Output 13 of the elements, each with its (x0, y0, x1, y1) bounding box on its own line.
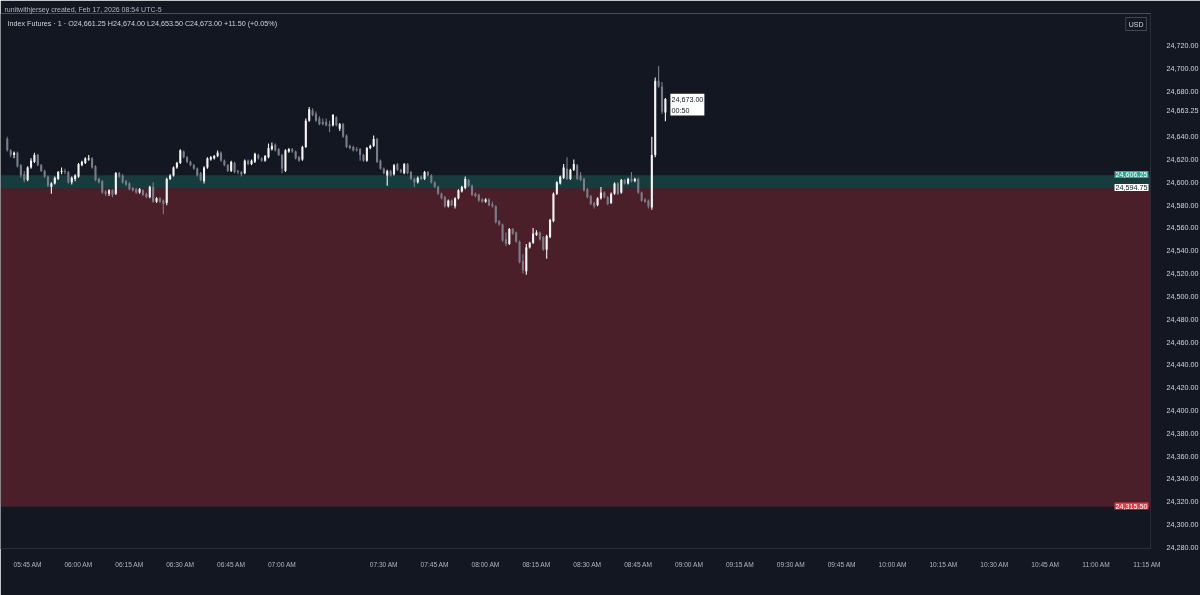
candlestick (359, 147, 362, 162)
candlestick (281, 153, 284, 174)
candlestick (664, 97, 667, 122)
candlestick (152, 181, 155, 204)
candlestick (267, 142, 270, 159)
candlestick (494, 204, 497, 224)
candlestick (525, 243, 528, 276)
candlestick (172, 165, 175, 178)
candlestick (165, 177, 168, 206)
candlestick (77, 162, 80, 179)
candlestick (114, 171, 117, 196)
candlestick (284, 148, 287, 173)
candlestick (501, 222, 504, 243)
